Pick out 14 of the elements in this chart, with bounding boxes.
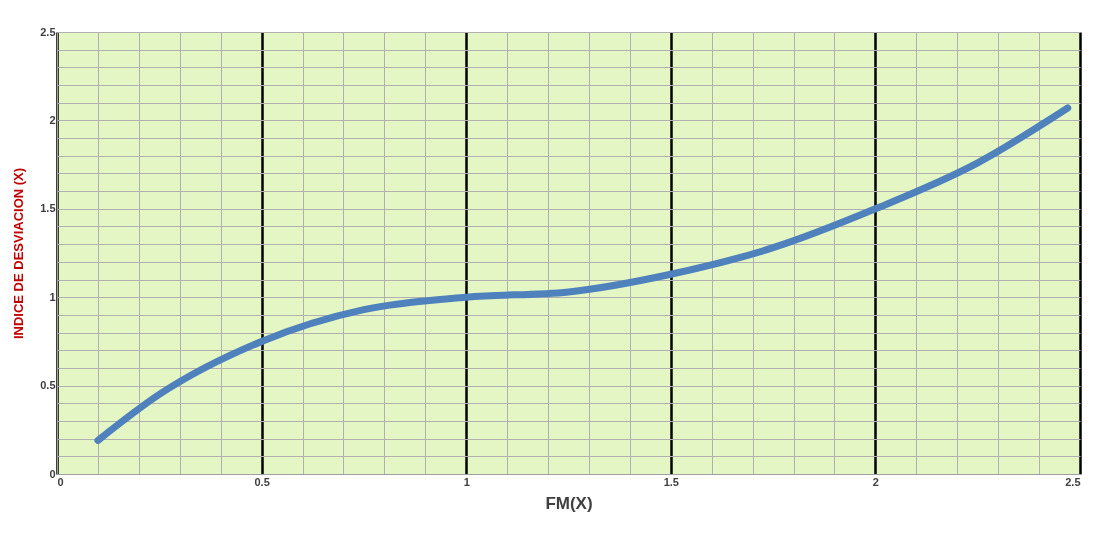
x-tick-label: 0 <box>57 475 64 488</box>
x-tick-label: 1 <box>463 475 470 488</box>
y-tick-label: 1 <box>49 290 56 303</box>
x-tick-label: 0.5 <box>254 475 270 488</box>
x-tick-label: 1.5 <box>663 475 679 488</box>
x-tick-label: 2 <box>872 475 879 488</box>
x-tick-label: 2.5 <box>1065 475 1081 488</box>
y-tick-label: 2.5 <box>40 25 56 38</box>
y-tick-label: 2 <box>49 113 56 126</box>
y-tick-label: 1.5 <box>40 202 56 215</box>
y-axis-title: INDICE DE DESVIACION (X) <box>11 167 27 340</box>
x-axis-title: FM(X) <box>545 493 593 513</box>
y-tick-label: 0 <box>49 467 56 480</box>
y-tick-label: 0.5 <box>40 379 56 392</box>
